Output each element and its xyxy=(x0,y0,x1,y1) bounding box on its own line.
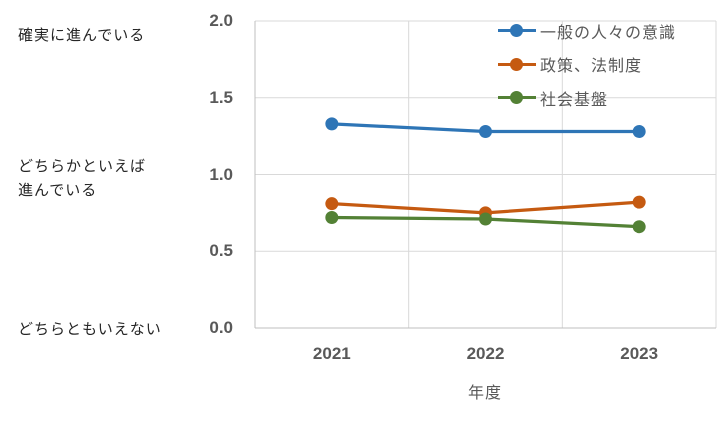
axis-annotation: どちらともいえない xyxy=(18,322,162,338)
x-axis-title: 年度 xyxy=(467,385,502,402)
legend-label: 政策、法制度 xyxy=(540,58,643,76)
series-point-1-0 xyxy=(325,197,339,211)
y-tick-label: 2.0 xyxy=(209,11,233,30)
series-point-1-2 xyxy=(632,195,646,209)
legend-dot-swatch xyxy=(510,57,523,71)
axis-annotation: 確実に進んでいる xyxy=(18,28,146,44)
series-point-2-1 xyxy=(479,212,492,226)
y-tick-label: 0.5 xyxy=(209,241,233,261)
legend-item-2: 社会基盤 xyxy=(498,81,676,115)
legend-marker-icon xyxy=(498,91,536,105)
x-tick-label: 2021 xyxy=(312,344,351,363)
legend-marker-icon xyxy=(498,57,536,71)
legend-dot-swatch xyxy=(510,91,523,105)
x-tick-label: 2023 xyxy=(620,344,659,363)
legend-label: 社会基盤 xyxy=(540,91,609,109)
x-tick-label: 2022 xyxy=(466,344,505,363)
legend: 一般の人々の意識 政策、法制度 社会基盤 xyxy=(498,14,676,115)
legend-marker-icon xyxy=(498,24,536,38)
series-point-0-1 xyxy=(479,125,492,139)
y-tick-label: 0.0 xyxy=(209,318,233,337)
series-point-0-2 xyxy=(632,125,646,139)
legend-item-1: 政策、法制度 xyxy=(498,48,676,82)
axis-annotation: どちらかといえば 進んでいる xyxy=(18,158,147,199)
series-point-2-2 xyxy=(632,220,646,234)
legend-label: 一般の人々の意識 xyxy=(540,24,677,42)
series-point-0-0 xyxy=(325,117,339,131)
series-point-2-0 xyxy=(325,210,339,224)
legend-dot-swatch xyxy=(510,24,523,38)
legend-item-0: 一般の人々の意識 xyxy=(498,14,676,48)
y-tick-label: 1.0 xyxy=(209,164,233,184)
y-tick-label: 1.5 xyxy=(209,87,233,107)
